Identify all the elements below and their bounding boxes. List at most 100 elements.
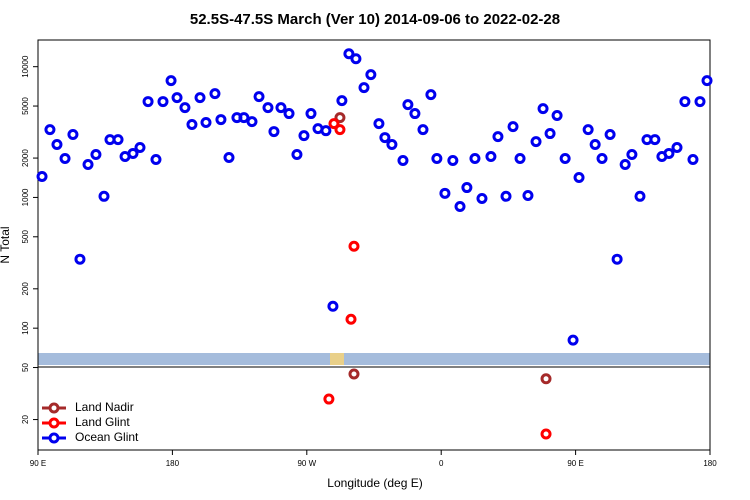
point xyxy=(397,155,409,167)
legend-label: Ocean Glint xyxy=(75,430,139,444)
point xyxy=(275,102,287,114)
point xyxy=(283,108,295,120)
point xyxy=(469,152,481,164)
point xyxy=(36,171,48,183)
point xyxy=(150,154,162,166)
plot-frame xyxy=(37,39,711,451)
point xyxy=(365,69,377,81)
point xyxy=(262,102,274,114)
point xyxy=(694,96,706,108)
x-tick-label: 0 xyxy=(439,459,444,468)
point xyxy=(165,75,177,87)
point xyxy=(687,154,699,166)
point xyxy=(500,190,512,202)
point xyxy=(142,96,154,108)
point xyxy=(358,82,370,94)
point xyxy=(663,147,675,159)
point xyxy=(634,190,646,202)
point xyxy=(323,393,335,405)
point xyxy=(171,92,183,104)
point xyxy=(209,88,221,100)
point xyxy=(431,152,443,164)
point xyxy=(215,114,227,126)
legend-label: Land Nadir xyxy=(75,400,134,414)
point xyxy=(44,124,56,136)
y-axis-label: N Total xyxy=(0,226,12,263)
point xyxy=(82,159,94,171)
y-tick-label: 50 xyxy=(21,363,30,372)
legend-marker xyxy=(48,432,60,444)
point xyxy=(112,134,124,146)
point xyxy=(604,128,616,140)
point xyxy=(186,119,198,131)
point xyxy=(67,128,79,140)
point xyxy=(514,152,526,164)
point xyxy=(373,118,385,130)
point xyxy=(454,200,466,212)
land-strip xyxy=(330,353,344,365)
point xyxy=(157,96,169,108)
x-axis-label: Longitude (deg E) xyxy=(327,476,422,490)
point xyxy=(492,131,504,143)
point xyxy=(619,159,631,171)
point xyxy=(59,152,71,164)
y-tick-label: 1000 xyxy=(21,188,30,206)
legend-marker xyxy=(48,417,60,429)
point xyxy=(298,130,310,142)
point xyxy=(386,139,398,151)
point xyxy=(447,155,459,167)
point xyxy=(582,124,594,136)
point xyxy=(74,253,86,265)
y-tick-label: 200 xyxy=(21,282,30,296)
y-tick-label: 10000 xyxy=(21,55,30,78)
point xyxy=(327,300,339,312)
point xyxy=(336,95,348,107)
legend-marker xyxy=(48,402,60,414)
point xyxy=(507,121,519,133)
point xyxy=(291,148,303,160)
point xyxy=(409,108,421,120)
point xyxy=(334,112,346,124)
x-tick-label: 180 xyxy=(703,459,717,468)
point xyxy=(51,139,63,151)
point xyxy=(701,75,713,87)
point xyxy=(253,91,265,103)
x-tick-label: 180 xyxy=(166,459,180,468)
point xyxy=(179,102,191,114)
point xyxy=(127,147,139,159)
point xyxy=(90,148,102,160)
point xyxy=(439,187,451,199)
map-strip xyxy=(38,353,710,365)
y-tick-label: 2000 xyxy=(21,149,30,167)
point xyxy=(134,141,146,153)
point xyxy=(246,116,258,128)
point xyxy=(649,134,661,146)
point xyxy=(611,253,623,265)
point xyxy=(544,128,556,140)
point xyxy=(679,96,691,108)
y-tick-label: 100 xyxy=(21,321,30,335)
point xyxy=(268,126,280,138)
point xyxy=(223,152,235,164)
point xyxy=(320,125,332,137)
x-tick-label: 90 E xyxy=(30,459,46,468)
x-tick-label: 90 E xyxy=(567,459,583,468)
point xyxy=(540,373,552,385)
point xyxy=(98,190,110,202)
point xyxy=(573,172,585,184)
point xyxy=(476,192,488,204)
point xyxy=(425,89,437,101)
legend-label: Land Glint xyxy=(75,415,130,429)
point xyxy=(559,152,571,164)
point xyxy=(485,151,497,163)
y-tick-label: 500 xyxy=(21,230,30,244)
point xyxy=(343,48,355,60)
point xyxy=(334,124,346,136)
point xyxy=(348,368,360,380)
point xyxy=(537,103,549,115)
point xyxy=(522,189,534,201)
point xyxy=(402,99,414,111)
point xyxy=(350,53,362,65)
